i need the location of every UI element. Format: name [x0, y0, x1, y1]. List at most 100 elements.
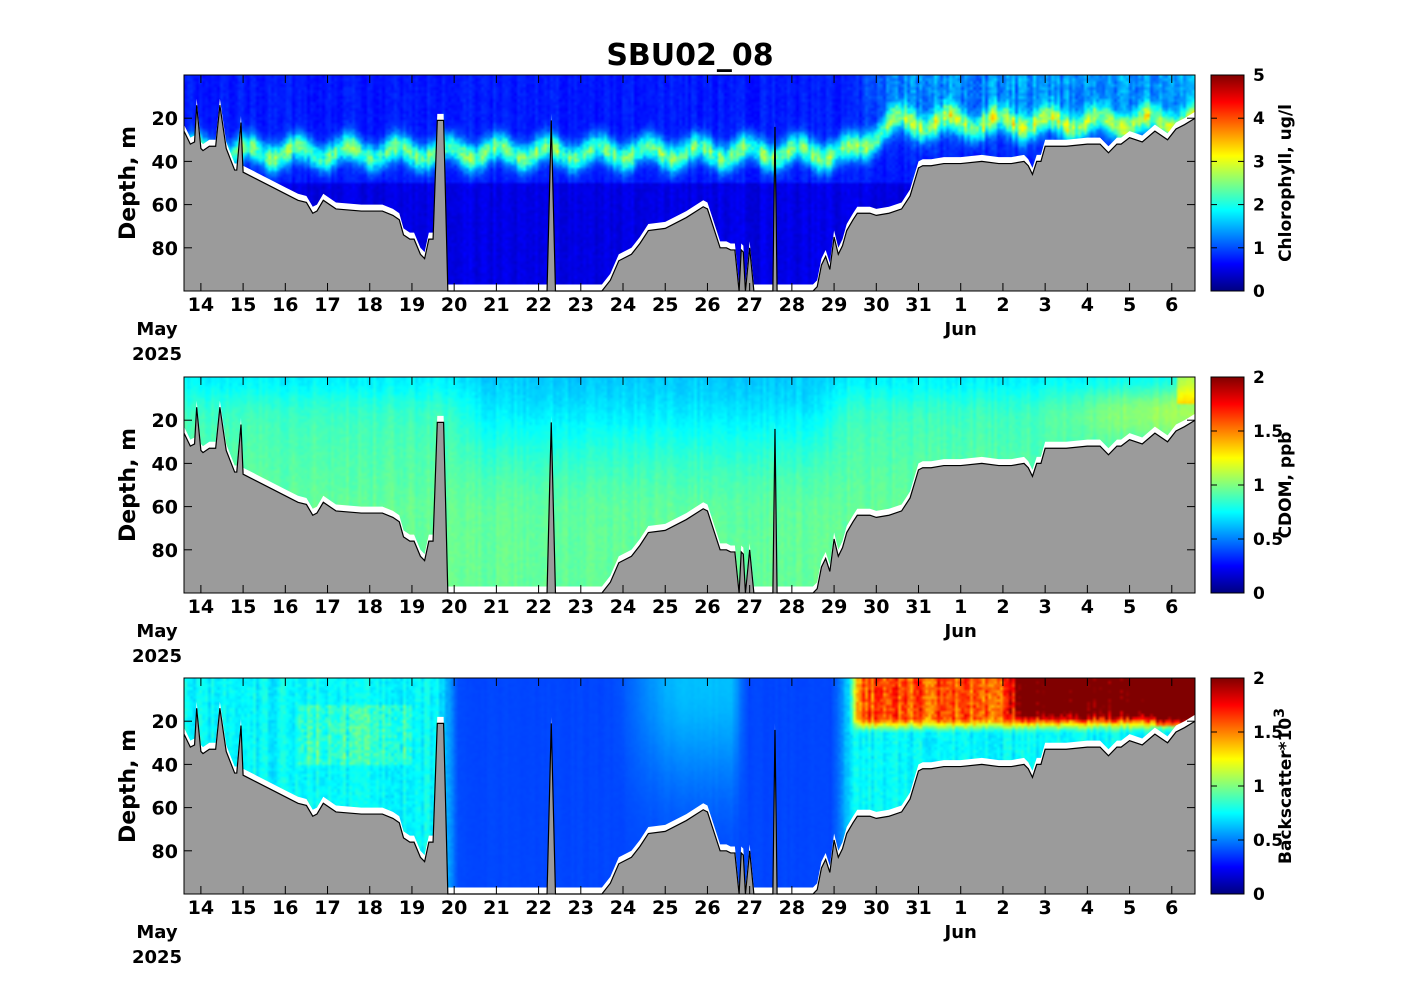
x-tick-label: 31	[905, 294, 931, 316]
x-tick-label: 14	[188, 897, 214, 919]
y-tick-label: 80	[152, 841, 178, 863]
x-tick-label: 28	[779, 294, 805, 316]
colorbar-tick-label: 1	[1253, 777, 1265, 797]
month-label: May	[136, 621, 178, 642]
x-tick-label: 30	[863, 294, 889, 316]
colorbar-tick-label: 1.5	[1253, 422, 1283, 442]
x-tick-label: 28	[779, 897, 805, 919]
x-tick-label: 23	[568, 596, 594, 618]
x-tick-label: 26	[694, 596, 720, 618]
y-tick-label: 60	[152, 798, 178, 820]
x-tick-label: 19	[399, 596, 425, 618]
x-tick-label: 26	[694, 294, 720, 316]
x-tick-label: 17	[314, 897, 340, 919]
x-tick-label: 24	[610, 897, 636, 919]
month-label: Jun	[943, 621, 977, 642]
y-tick-label: 40	[152, 754, 178, 776]
x-tick-label: 4	[1081, 294, 1094, 316]
colorbar-tick-label: 2	[1253, 669, 1265, 689]
x-tick-label: 26	[694, 897, 720, 919]
seafloor-line	[183, 708, 1196, 895]
colorbar-tick-label: 4	[1253, 109, 1265, 129]
colorbar	[1210, 74, 1245, 292]
colorbar-tick-label: 3	[1253, 152, 1265, 172]
x-tick-label: 23	[568, 897, 594, 919]
x-tick-label: 22	[525, 897, 551, 919]
x-tick-label: 15	[230, 294, 256, 316]
x-tick-label: 21	[483, 596, 509, 618]
x-tick-label: 1	[954, 596, 967, 618]
x-tick-label: 29	[821, 294, 847, 316]
x-tick-label: 19	[399, 897, 425, 919]
x-tick-label: 2	[996, 596, 1009, 618]
x-tick-label: 28	[779, 596, 805, 618]
panel-chlorophyll: 14 15 16 17 18 19 20 21 22 23 24 25 26 27 28 29 30 31 1 2 3 4…	[116, 66, 1296, 365]
x-tick-label: 3	[1039, 294, 1052, 316]
figure-title: SBU02_08	[606, 38, 773, 73]
seafloor-line	[183, 105, 1196, 292]
x-tick-label: 27	[736, 897, 762, 919]
y-tick-label: 20	[152, 410, 178, 432]
x-tick-label: 16	[272, 294, 298, 316]
x-tick-label: 25	[652, 294, 678, 316]
x-tick-label: 5	[1123, 596, 1136, 618]
colorbar-tick-label: 2	[1253, 196, 1265, 216]
colorbar-tick-label: 1.5	[1253, 723, 1283, 743]
colorbar-tick-label: 0.5	[1253, 831, 1283, 851]
year-label: 2025	[132, 947, 182, 968]
x-tick-label: 15	[230, 897, 256, 919]
x-tick-label: 25	[652, 897, 678, 919]
colorbar-tick-label: 1	[1253, 239, 1265, 259]
x-tick-label: 30	[863, 596, 889, 618]
month-label: Jun	[943, 319, 977, 340]
x-tick-label: 31	[905, 897, 931, 919]
x-tick-label: 18	[357, 897, 383, 919]
y-tick-label: 40	[152, 151, 178, 173]
x-tick-label: 16	[272, 596, 298, 618]
y-tick-label: 80	[152, 238, 178, 260]
x-tick-label: 29	[821, 596, 847, 618]
y-tick-label: 80	[152, 540, 178, 562]
x-tick-label: 27	[736, 294, 762, 316]
x-tick-label: 29	[821, 897, 847, 919]
y-axis-label: Depth, m	[116, 428, 141, 542]
x-tick-label: 17	[314, 294, 340, 316]
x-tick-label: 15	[230, 596, 256, 618]
x-tick-label: 5	[1123, 897, 1136, 919]
x-tick-label: 3	[1039, 897, 1052, 919]
x-tick-label: 6	[1165, 897, 1178, 919]
axes-frame	[183, 74, 1196, 292]
year-label: 2025	[132, 344, 182, 365]
axes-frame	[183, 376, 1196, 594]
x-tick-label: 16	[272, 897, 298, 919]
x-tick-label: 20	[441, 897, 467, 919]
x-tick-label: 4	[1081, 897, 1094, 919]
x-tick-label: 19	[399, 294, 425, 316]
axes-frame	[183, 677, 1196, 895]
x-tick-label: 21	[483, 294, 509, 316]
x-tick-label: 2	[996, 294, 1009, 316]
x-tick-label: 22	[525, 596, 551, 618]
y-axis-label: Depth, m	[116, 729, 141, 843]
x-tick-label: 23	[568, 294, 594, 316]
x-tick-label: 14	[188, 294, 214, 316]
x-tick-label: 18	[357, 596, 383, 618]
x-tick-label: 14	[188, 596, 214, 618]
x-tick-label: 24	[610, 294, 636, 316]
x-tick-label: 17	[314, 596, 340, 618]
y-tick-label: 40	[152, 453, 178, 475]
x-tick-label: 1	[954, 897, 967, 919]
x-tick-label: 2	[996, 897, 1009, 919]
colorbar-label: CDOM, ppb	[1276, 432, 1296, 539]
colorbar-tick-label: 0.5	[1253, 530, 1283, 550]
y-axis-label: Depth, m	[116, 126, 141, 240]
y-tick-label: 60	[152, 497, 178, 519]
panel-cdom: 14 15 16 17 18 19 20 21 22 23 24 25 26 27 28 29 30 31 1 2 3 4…	[116, 368, 1296, 667]
colorbar-tick-label: 0	[1253, 282, 1265, 302]
y-tick-label: 20	[152, 711, 178, 733]
x-tick-label: 24	[610, 596, 636, 618]
x-tick-label: 22	[525, 294, 551, 316]
x-tick-label: 20	[441, 596, 467, 618]
x-tick-label: 27	[736, 596, 762, 618]
